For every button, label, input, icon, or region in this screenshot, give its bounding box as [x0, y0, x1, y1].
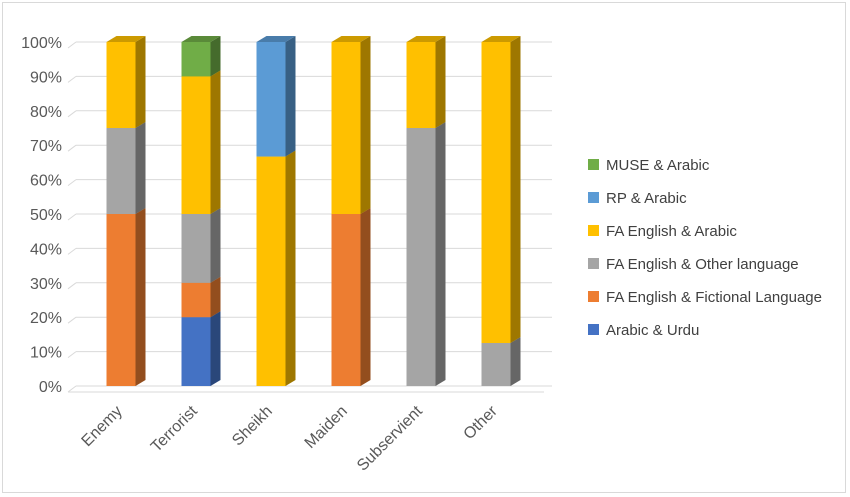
- bar-segment-top: [256, 36, 296, 42]
- y-tick-label: 100%: [21, 35, 62, 52]
- bar-segment-top: [106, 36, 146, 42]
- bar-segment: [406, 128, 436, 386]
- x-tick-label: Other: [461, 402, 502, 443]
- bar-segment-side: [510, 337, 521, 386]
- x-tick-label: Subservient: [354, 402, 426, 474]
- bar-segment-side: [360, 208, 371, 386]
- bar-segment-side: [210, 36, 221, 77]
- x-tick-label: Maiden: [302, 403, 351, 452]
- gridline-depth: [67, 76, 77, 83]
- bar-segment: [481, 42, 511, 343]
- legend-label: RP & Arabic: [606, 190, 687, 207]
- y-tick-label: 30%: [30, 276, 62, 293]
- x-tick-label: Enemy: [79, 403, 126, 450]
- bar-segment-top: [406, 36, 446, 42]
- bar-segment: [181, 282, 211, 318]
- bar-segment: [181, 317, 211, 386]
- bar-segment-top: [331, 36, 371, 42]
- bar-segment-side: [510, 36, 521, 343]
- gridline-depth: [67, 385, 77, 393]
- bar-segment-side: [135, 208, 146, 386]
- gridline-depth: [67, 213, 77, 221]
- legend-label: Arabic & Urdu: [606, 322, 699, 339]
- gridline-depth: [67, 282, 77, 290]
- legend-label: FA English & Arabic: [606, 223, 737, 240]
- legend-swatch: [588, 225, 599, 236]
- bar-segment-side: [285, 150, 296, 386]
- bar-segment-side: [210, 276, 221, 318]
- bar-segment: [406, 42, 436, 128]
- bar-segment-top: [181, 36, 221, 42]
- legend-swatch: [588, 192, 599, 203]
- bar-segment-side: [285, 36, 296, 157]
- bar-segment-side: [135, 122, 146, 214]
- gridline-depth: [67, 179, 77, 187]
- y-tick-label: 10%: [30, 345, 62, 362]
- bar-segment: [181, 76, 211, 215]
- bar-segment-side: [135, 36, 146, 128]
- legend-swatch: [588, 159, 599, 170]
- y-tick-label: 0%: [39, 379, 62, 396]
- y-tick-label: 70%: [30, 138, 62, 155]
- y-tick-label: 20%: [30, 310, 62, 327]
- bar-segment-side: [210, 70, 221, 215]
- legend-label: FA English & Other language: [606, 256, 799, 273]
- gridline-depth: [67, 351, 77, 359]
- y-tick-label: 40%: [30, 241, 62, 258]
- bar-segment: [181, 42, 211, 77]
- x-tick-label: Sheikh: [229, 403, 276, 450]
- legend: MUSE & Arabic RP & Arabic FA English & Ara…: [588, 157, 822, 339]
- legend-swatch: [588, 291, 599, 302]
- y-tick-label: 60%: [30, 173, 62, 190]
- bar-segment: [106, 128, 136, 214]
- bar-segment-top: [481, 36, 521, 42]
- bar-segment: [256, 42, 286, 157]
- legend-swatch: [588, 258, 599, 269]
- bar-segment: [256, 156, 286, 386]
- gridline-depth: [67, 144, 77, 152]
- y-tick-label: 90%: [30, 69, 62, 86]
- bar-segment-side: [210, 208, 221, 283]
- bar-segment: [481, 343, 511, 386]
- bars: [106, 36, 521, 386]
- gridline-depth: [67, 110, 77, 118]
- x-tick-label: Terrorist: [148, 402, 201, 455]
- bar-segment: [181, 214, 211, 283]
- gridline-depth: [67, 247, 77, 255]
- gridline-depth: [67, 316, 77, 324]
- bar-segment-side: [435, 122, 446, 386]
- gridlines: [67, 41, 552, 393]
- bar-segment: [331, 214, 361, 386]
- bar-segment-side: [435, 36, 446, 128]
- y-tick-label: 50%: [30, 207, 62, 224]
- bar-segment-side: [360, 36, 371, 214]
- bar-segment-side: [210, 311, 221, 386]
- legend-label: FA English & Fictional Language: [606, 289, 822, 306]
- bar-segment: [106, 42, 136, 128]
- bar-segment: [106, 214, 136, 386]
- bar-segment: [331, 42, 361, 214]
- legend-label: MUSE & Arabic: [606, 157, 710, 174]
- legend-swatch: [588, 324, 599, 335]
- gridline-depth: [67, 41, 77, 49]
- y-tick-label: 80%: [30, 104, 62, 121]
